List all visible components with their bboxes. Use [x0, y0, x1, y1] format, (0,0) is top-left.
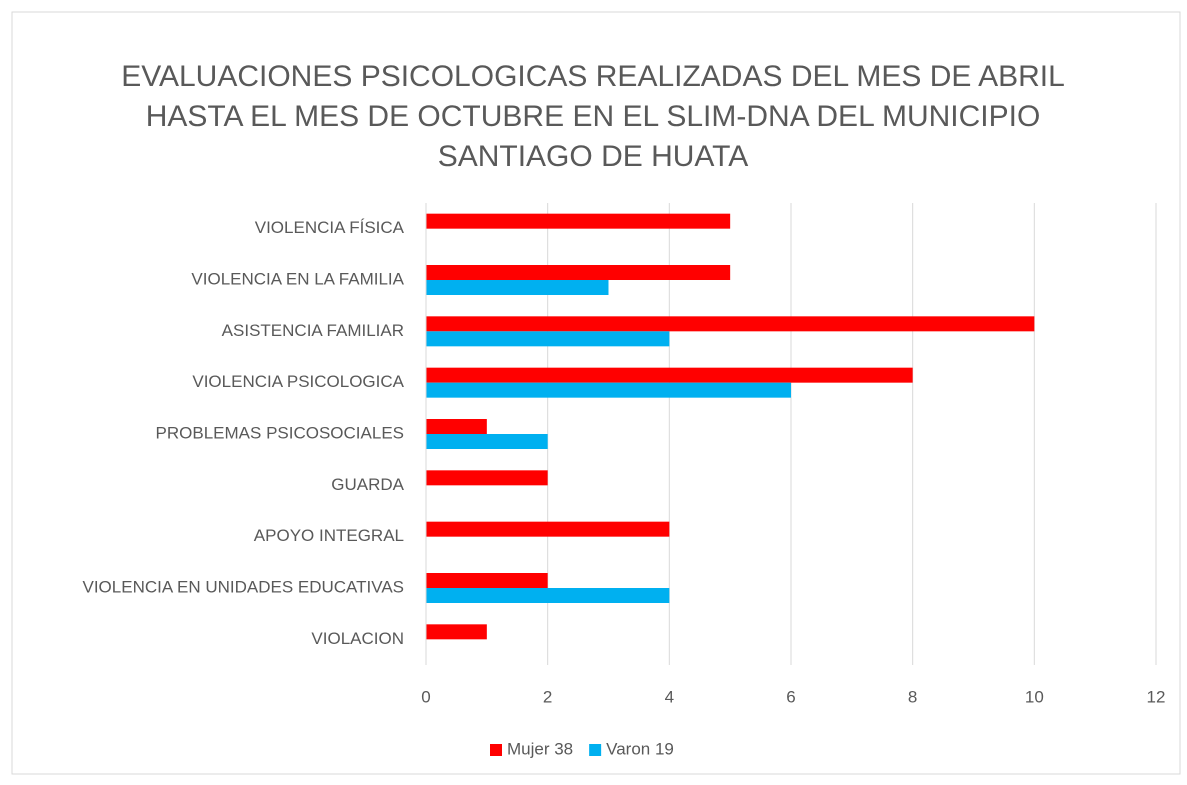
- legend-swatch: [589, 744, 602, 756]
- y-tick-label: APOYO INTEGRAL: [254, 526, 404, 545]
- bar: [426, 419, 487, 434]
- y-tick-label: VIOLENCIA FÍSICA: [255, 218, 405, 237]
- y-tick-label: VIOLENCIA PSICOLOGICA: [192, 372, 404, 391]
- x-tick-label: 10: [1025, 687, 1044, 706]
- y-tick-label: VIOLENCIA EN UNIDADES EDUCATIVAS: [83, 577, 405, 596]
- legend-label: Mujer 38: [507, 739, 573, 758]
- y-tick-label: PROBLEMAS PSICOSOCIALES: [156, 423, 404, 442]
- bar: [426, 470, 548, 486]
- bar: [426, 331, 670, 347]
- x-tick-label: 12: [1147, 687, 1166, 706]
- legend-swatch: [490, 744, 502, 756]
- y-tick-label: GUARDA: [331, 475, 404, 494]
- bar: [426, 573, 548, 588]
- x-tick-label: 2: [543, 687, 552, 706]
- x-tick-label: 6: [786, 687, 795, 706]
- legend-label: Varon 19: [606, 739, 674, 758]
- chart-title: SANTIAGO DE HUATA: [438, 140, 749, 173]
- bar: [426, 280, 609, 295]
- chart-title: HASTA EL MES DE OCTUBRE EN EL SLIM-DNA D…: [146, 100, 1041, 133]
- y-tick-label: ASISTENCIA FAMILIAR: [222, 321, 404, 340]
- bar: [426, 434, 548, 449]
- chart-title: EVALUACIONES PSICOLOGICAS REALIZADAS DEL…: [121, 60, 1065, 93]
- bar: [426, 265, 731, 280]
- bar: [426, 382, 791, 398]
- x-tick-label: 8: [908, 687, 917, 706]
- y-tick-label: VIOLENCIA EN LA FAMILIA: [191, 269, 404, 288]
- x-tick-label: 0: [421, 687, 430, 706]
- y-tick-label: VIOLACION: [311, 629, 404, 648]
- bar: [426, 367, 913, 383]
- bar: [426, 316, 1035, 332]
- bar: [426, 213, 731, 229]
- bar: [426, 521, 670, 537]
- bar: [426, 624, 487, 640]
- bar: [426, 588, 670, 603]
- x-tick-label: 4: [665, 687, 674, 706]
